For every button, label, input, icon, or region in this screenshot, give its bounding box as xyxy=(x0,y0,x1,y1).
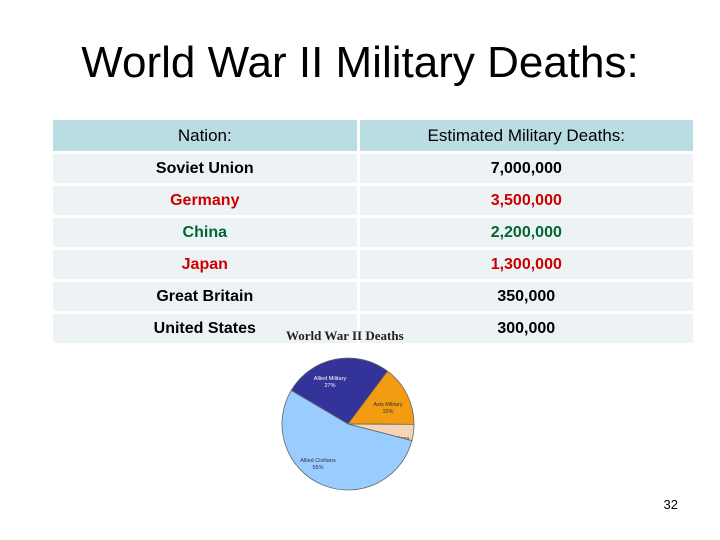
nation-cell: Soviet Union xyxy=(53,151,360,185)
header-nation: Nation: xyxy=(53,120,360,153)
deaths-cell: 3,500,000 xyxy=(358,183,693,217)
pie-slice xyxy=(290,357,389,425)
table-row: Germany 3,500,000 xyxy=(53,183,693,217)
deaths-cell: 7,000,000 xyxy=(358,151,693,185)
table-header-row: Nation: Estimated Military Deaths: xyxy=(53,120,693,153)
table-row: Japan 1,300,000 xyxy=(53,247,693,281)
pie-slice-value: 55% xyxy=(312,465,323,471)
table-row: Great Britain 350,000 xyxy=(53,279,693,313)
slide-title: World War II Military Deaths: xyxy=(81,38,639,87)
table-row: United States 300,000 xyxy=(53,311,693,343)
pie-slice-value: 15% xyxy=(382,409,393,415)
header-deaths: Estimated Military Deaths: xyxy=(358,120,693,153)
pie-chart-title: World War II Deaths xyxy=(286,328,404,343)
nation-cell: Germany xyxy=(53,183,360,217)
deaths-cell: 2,200,000 xyxy=(358,215,693,249)
table-row: Soviet Union 7,000,000 xyxy=(53,151,693,185)
pie-slice-label: Allied Civilians xyxy=(300,458,336,464)
nation-cell: Japan xyxy=(53,247,360,281)
deaths-cell: 1,300,000 xyxy=(358,247,693,281)
page-number: 32 xyxy=(663,497,678,512)
deaths-cell: 300,000 xyxy=(358,311,693,343)
nation-cell: China xyxy=(53,215,360,249)
pie-slice-label: Axis Military xyxy=(373,402,403,408)
deaths-table: Nation: Estimated Military Deaths: Sovie… xyxy=(53,120,693,343)
table-row: China 2,200,000 xyxy=(53,215,693,249)
pie-slice xyxy=(347,370,415,425)
deaths-cell: 350,000 xyxy=(358,279,693,313)
nation-cell: United States xyxy=(53,311,360,343)
pie-slice-label: Allied Military xyxy=(314,376,347,382)
nation-cell: Great Britain xyxy=(53,279,360,313)
pie-slice-value: 27% xyxy=(324,383,335,389)
pie-slice xyxy=(281,389,413,491)
